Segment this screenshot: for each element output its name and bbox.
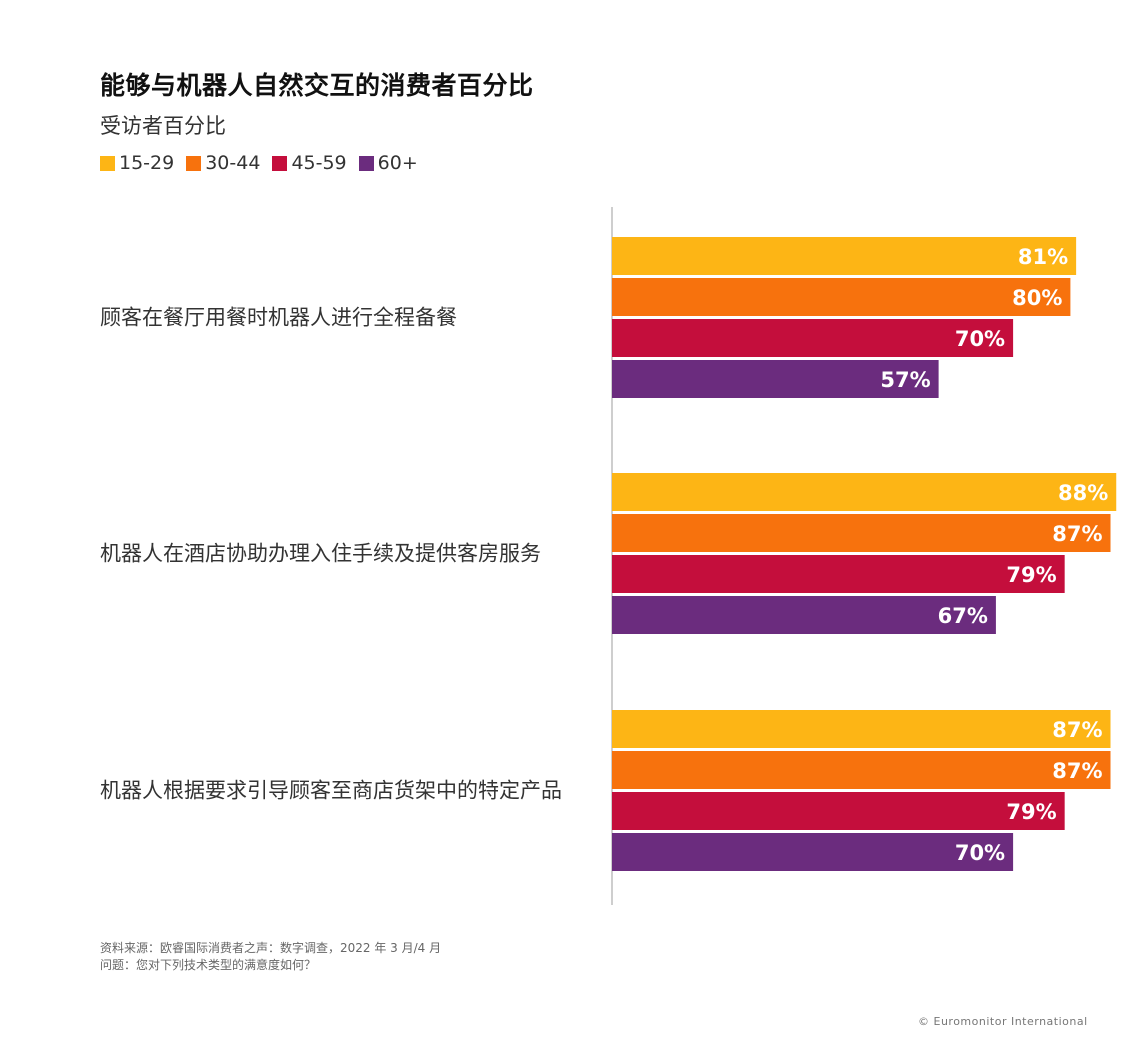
legend-item: 45-59 [272, 152, 347, 174]
data-label: 70% [955, 327, 1005, 351]
footnotes: 资料来源：欧睿国际消费者之声：数字调查，2022 年 3 月/4 月 问题：您对… [100, 940, 441, 974]
source-note: 资料来源：欧睿国际消费者之声：数字调查，2022 年 3 月/4 月 [100, 941, 442, 955]
data-label: 79% [1006, 800, 1056, 824]
chart-subtitle: 受访者百分比 [100, 114, 226, 138]
data-label: 81% [1018, 245, 1068, 269]
legend-label: 15-29 [119, 152, 175, 174]
legend-label: 60+ [377, 152, 418, 174]
category-label: 机器人在酒店协助办理入住手续及提供客房服务 [100, 542, 541, 566]
bar [612, 278, 1071, 316]
legend-swatch [358, 155, 374, 171]
data-label: 67% [938, 604, 988, 628]
chart-title: 能够与机器人自然交互的消费者百分比 [100, 71, 534, 100]
bar [612, 514, 1111, 552]
legend-swatch [186, 155, 202, 171]
bar [612, 237, 1077, 275]
legend-item: 15-29 [100, 152, 174, 174]
bar [612, 360, 939, 398]
data-label: 87% [1052, 759, 1102, 783]
bar [612, 833, 1014, 871]
data-label: 57% [880, 368, 930, 392]
legend-item: 60+ [358, 152, 418, 174]
data-label: 88% [1058, 481, 1108, 505]
bar [612, 473, 1117, 511]
legend-label: 30-44 [205, 152, 261, 174]
data-label: 87% [1052, 718, 1102, 742]
bar [612, 596, 996, 634]
data-label: 87% [1052, 522, 1102, 546]
category-label: 顾客在餐厅用餐时机器人进行全程备餐 [100, 306, 457, 330]
legend: 15-29 30-44 45-59 60+ [100, 152, 418, 174]
bar [612, 751, 1111, 789]
bar [612, 710, 1111, 748]
bar [612, 792, 1065, 830]
copyright: © Euromonitor International [918, 1015, 1088, 1028]
category-label: 机器人根据要求引导顾客至商店货架中的特定产品 [100, 779, 562, 803]
data-label: 79% [1006, 563, 1056, 587]
data-label: 70% [955, 841, 1005, 865]
legend-item: 30-44 [186, 152, 260, 174]
bar [612, 319, 1014, 357]
bar [612, 555, 1065, 593]
legend-label: 45-59 [291, 152, 347, 174]
question-note: 问题：您对下列技术类型的满意度如何？ [100, 958, 317, 972]
legend-swatch [272, 155, 288, 171]
legend-swatch [100, 155, 115, 171]
data-label: 80% [1012, 286, 1062, 310]
